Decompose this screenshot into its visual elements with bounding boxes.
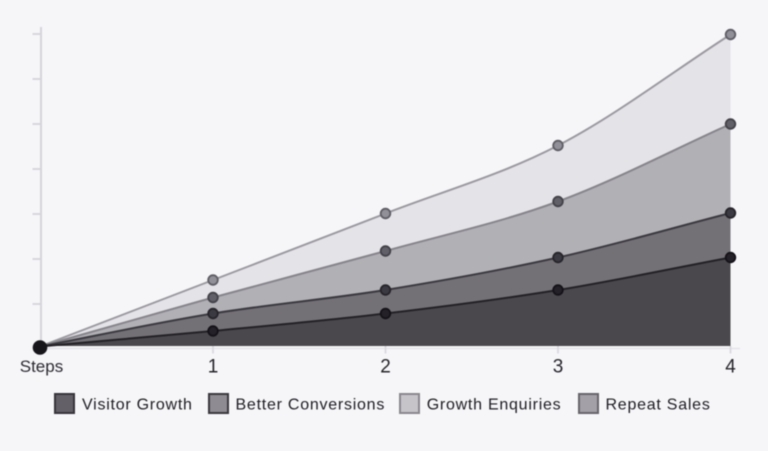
svg-text:Steps: Steps bbox=[20, 357, 63, 376]
svg-text:1: 1 bbox=[208, 357, 219, 378]
svg-text:3: 3 bbox=[553, 357, 564, 378]
svg-text:2: 2 bbox=[380, 357, 391, 378]
svg-text:4: 4 bbox=[725, 357, 736, 378]
